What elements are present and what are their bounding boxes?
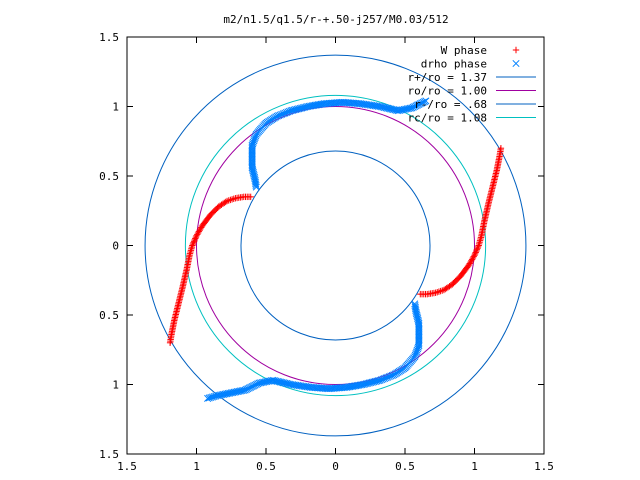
legend-label: rc/ro = 1.08 xyxy=(408,112,487,125)
x-tick-label: 0.5 xyxy=(256,460,276,473)
data-point xyxy=(434,289,441,296)
data-point xyxy=(193,232,200,239)
data-point xyxy=(197,225,204,233)
data-point xyxy=(472,249,479,256)
data-point xyxy=(473,246,481,253)
data-point xyxy=(467,258,474,266)
data-point xyxy=(497,145,505,152)
data-point xyxy=(465,261,473,269)
data-point xyxy=(232,195,239,202)
legend-item: rc/ro = 1.08 xyxy=(408,112,536,125)
data-point xyxy=(204,394,212,402)
data-point xyxy=(471,252,478,259)
data-point xyxy=(166,339,174,346)
data-point xyxy=(473,247,480,255)
data-point xyxy=(192,235,199,242)
data-point xyxy=(192,233,200,241)
legend-label: r+/ro = 1.37 xyxy=(408,71,487,84)
y-tick-label: 1.5 xyxy=(99,31,119,44)
circle-rc-ro xyxy=(184,94,487,397)
data-point xyxy=(470,253,477,260)
y-tick-label: 0.5 xyxy=(99,309,119,322)
data-point xyxy=(196,227,203,234)
y-tick-label: 1 xyxy=(112,379,119,392)
legend-item: r-/ro = .68 xyxy=(414,98,536,111)
x-tick-label: 1.5 xyxy=(117,460,137,473)
data-point xyxy=(474,243,482,251)
data-point xyxy=(195,228,203,235)
data-point xyxy=(469,254,477,262)
legend-item: ro/ro = 1.00 xyxy=(408,85,536,98)
data-point xyxy=(191,236,198,244)
x-tick-label: 0.5 xyxy=(395,460,415,473)
data-point xyxy=(228,196,236,203)
data-series xyxy=(166,97,505,402)
series-w-phase xyxy=(166,145,505,346)
data-point xyxy=(198,222,206,230)
data-point xyxy=(432,289,439,296)
legend-label: drho phase xyxy=(421,58,487,71)
circle-ro-ro xyxy=(196,106,475,385)
data-point xyxy=(422,97,430,105)
data-point xyxy=(435,288,443,295)
axis-ticks: 1.5 1 0.5 0 0.5 1 1.51.510.500.511.5 xyxy=(99,31,554,473)
legend-label: W phase xyxy=(441,44,487,57)
legend-label: r-/ro = .68 xyxy=(414,98,487,111)
legend-marker-sample xyxy=(512,46,520,54)
data-point xyxy=(466,260,473,267)
data-point xyxy=(194,231,201,238)
legend-item: W phase xyxy=(441,44,520,57)
data-point xyxy=(474,245,481,252)
data-point xyxy=(471,250,479,258)
data-point xyxy=(205,394,213,402)
legend-marker-sample xyxy=(512,59,520,68)
y-tick-label: 1.5 xyxy=(99,448,119,461)
legend-item: r+/ro = 1.37 xyxy=(408,71,536,84)
data-point xyxy=(468,257,475,264)
data-point xyxy=(194,229,202,237)
chart-title: m2/n1.5/q1.5/r-+.50-j257/M0.03/512 xyxy=(223,13,448,26)
circle-r-ro xyxy=(240,150,431,341)
data-point xyxy=(189,240,197,248)
y-tick-label: 0.5 xyxy=(99,170,119,183)
data-point xyxy=(230,195,237,202)
x-tick-label: 1.5 xyxy=(534,460,554,473)
legend-item: drho phase xyxy=(421,58,520,71)
circle-r-ro xyxy=(144,54,527,437)
x-tick-label: 1 xyxy=(193,460,200,473)
data-point xyxy=(190,238,198,245)
series-drho-phase xyxy=(204,97,430,402)
reference-circles xyxy=(144,54,527,437)
y-tick-label: 0 xyxy=(112,240,119,253)
legend-label: ro/ro = 1.00 xyxy=(408,85,487,98)
x-tick-label: 0 xyxy=(332,460,339,473)
data-point xyxy=(468,256,476,263)
data-point xyxy=(198,224,205,231)
data-point xyxy=(190,239,197,246)
x-tick-label: 1 xyxy=(471,460,478,473)
y-tick-label: 1 xyxy=(112,101,119,114)
